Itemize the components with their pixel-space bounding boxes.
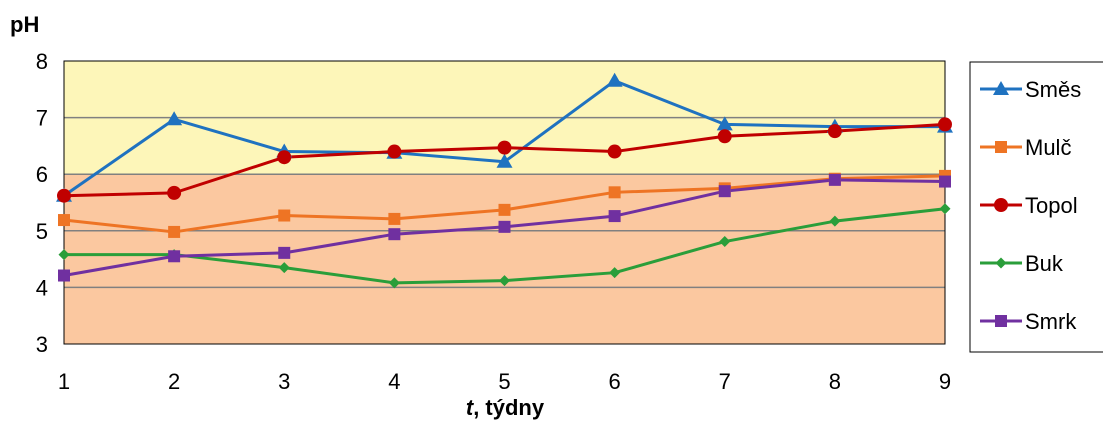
y-tick-labels: 3 4 5 6 7 8 [36,49,48,357]
legend-item-topol: Topol [980,193,1078,218]
legend-label: Mulč [1025,135,1071,160]
data-point-smrk [388,228,401,241]
legend-label: Topol [1025,193,1078,218]
data-point-smrk [608,210,621,223]
data-point-topol [497,140,512,155]
x-tick-label: 5 [498,369,510,394]
data-point-topol [57,188,71,203]
x-tick-label: 6 [609,369,621,394]
legend-label: Buk [1025,251,1064,276]
data-point-smes [166,111,183,126]
data-point-smrk [278,246,291,259]
data-point-smes [496,153,513,168]
x-tick-labels: 1 2 3 4 5 6 7 8 9 [58,369,951,394]
data-point-smrk [58,269,70,282]
y-tick-label: 5 [36,219,48,244]
x-tick-label: 7 [719,369,731,394]
data-point-buk [388,277,400,289]
data-point-buk [829,215,841,227]
legend-item-smes: Směs [980,77,1081,102]
legend-swatch-marker [995,141,1007,153]
x-axis-title-variable: t [466,395,475,420]
legend-item-buk: Buk [980,251,1064,276]
data-point-buk [278,262,290,274]
data-point-smrk [939,175,951,188]
x-tick-label: 3 [278,369,290,394]
data-point-buk [719,236,731,248]
series-markers [56,72,953,289]
y-tick-label: 7 [36,106,48,131]
y-tick-label: 8 [36,49,48,74]
x-tick-label: 4 [388,369,400,394]
data-point-mulc [388,212,401,225]
data-point-mulc [498,203,511,216]
data-point-buk [499,275,510,287]
legend-swatch-marker [995,257,1007,269]
data-point-buk [939,203,951,215]
legend: Směs Mulč Topol Buk Smrk [969,61,1103,353]
legend-swatch-marker [993,81,1009,95]
data-point-topol [167,185,182,200]
legend-label: Směs [1025,77,1081,102]
x-axis-title: t, týdny [466,395,545,420]
x-tick-label: 9 [939,369,951,394]
data-point-buk [58,249,70,261]
data-point-mulc [58,214,70,227]
legend-swatch-marker [994,198,1008,212]
y-tick-label: 3 [36,332,48,357]
background-band-1 [64,174,945,344]
data-point-topol [938,117,952,132]
data-point-smrk [168,250,181,263]
legend-label: Smrk [1025,309,1077,334]
data-point-topol [277,150,292,165]
data-point-smrk [498,220,511,233]
data-point-smrk [828,173,841,186]
legend-item-smrk: Smrk [980,309,1077,334]
data-point-smrk [718,185,731,198]
data-point-mulc [608,186,621,199]
legend-item-mulc: Mulč [980,135,1071,160]
legend-swatch-marker [995,315,1007,327]
data-point-mulc [278,209,291,222]
y-tick-label: 4 [36,275,48,300]
legend-box [969,61,1103,353]
data-point-smes [716,116,733,131]
data-point-buk [609,267,621,279]
data-point-mulc [168,225,181,238]
series-points-smrk [58,173,951,282]
x-tick-label: 2 [168,369,180,394]
data-point-smes [606,72,623,87]
x-tick-label: 1 [58,369,70,394]
background-bands [64,61,945,344]
series-points-topol [57,117,952,203]
data-point-topol [717,129,732,144]
data-point-topol [387,144,402,159]
data-point-topol [827,124,842,139]
y-axis-title: pH [10,12,39,37]
y-tick-label: 6 [36,162,48,187]
x-tick-label: 8 [829,369,841,394]
series-points-buk [58,203,951,289]
x-axis-title-unit: , týdny [473,395,545,420]
data-point-topol [607,144,622,159]
